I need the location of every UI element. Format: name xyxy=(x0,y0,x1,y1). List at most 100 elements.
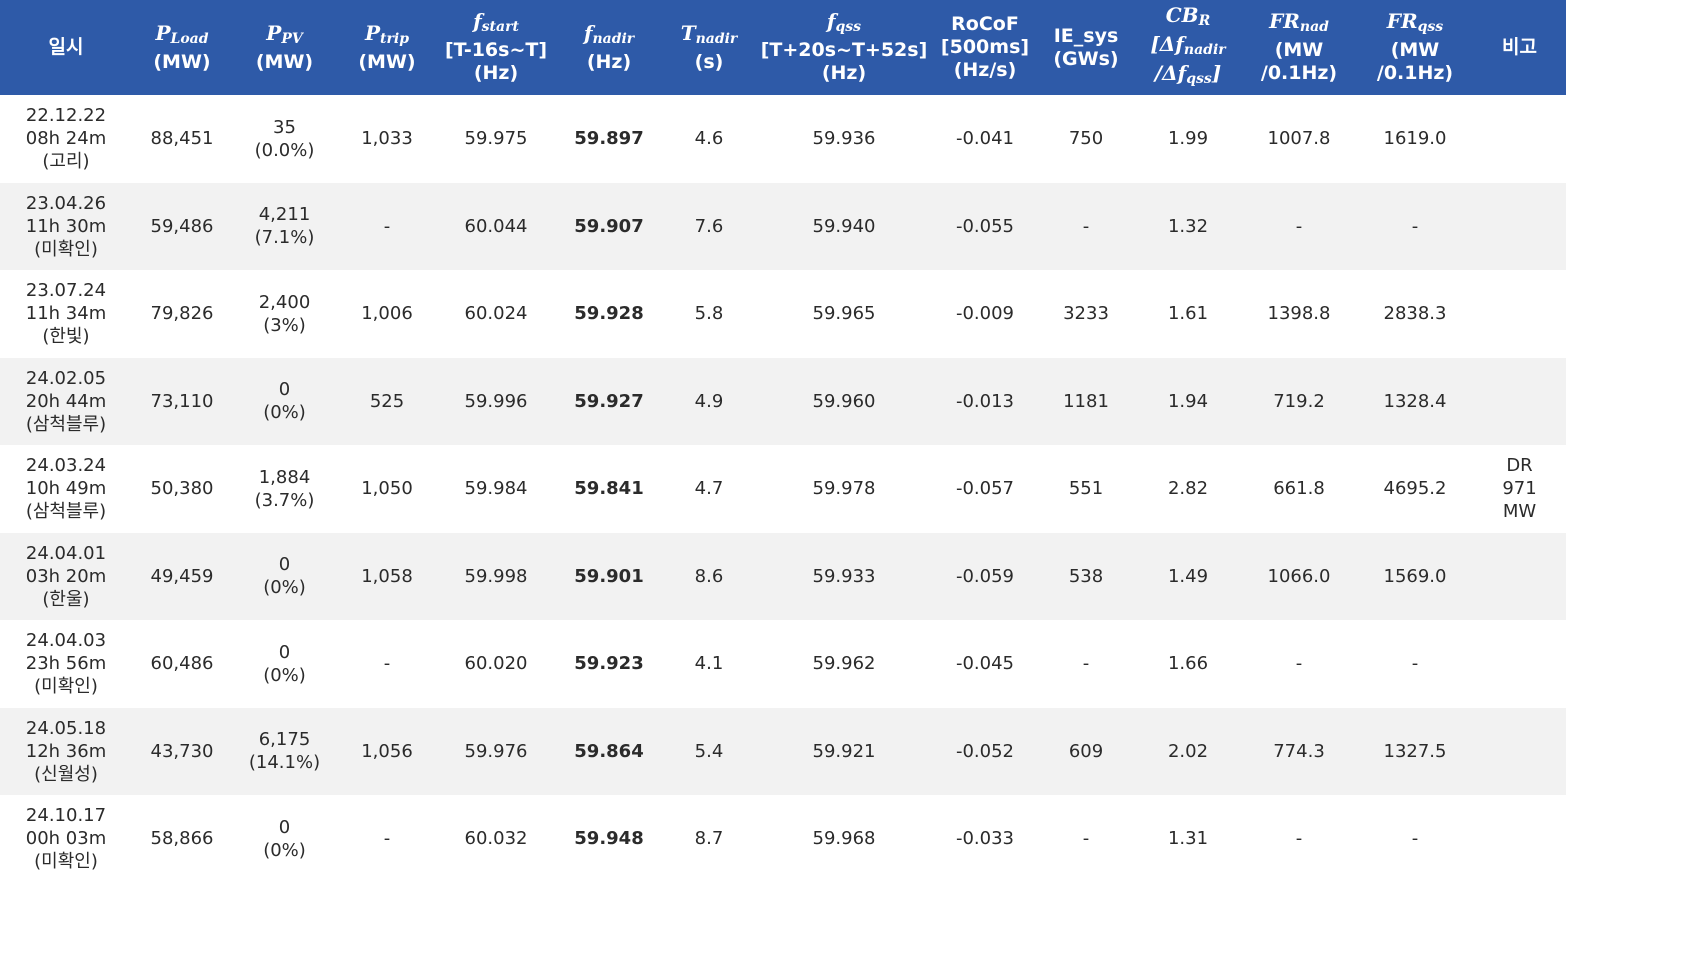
header-fstart: fstart [T-16s~T] (Hz) xyxy=(437,0,555,95)
cell-fstart: 60.044 xyxy=(437,182,555,270)
cell-pload: 73,110 xyxy=(132,357,232,445)
cell-frnad: - xyxy=(1241,795,1357,883)
cell-fstart: 60.024 xyxy=(437,270,555,358)
cell-cb: 1.31 xyxy=(1135,795,1241,883)
cell-ppv: 0 (0%) xyxy=(232,532,337,620)
cell-ptrip: 1,058 xyxy=(337,532,437,620)
header-rocof: RoCoF [500ms] (Hz/s) xyxy=(933,0,1037,95)
cell-date: 22.12.22 08h 24m (고리) xyxy=(0,95,132,183)
cell-ppv: 1,884 (3.7%) xyxy=(232,445,337,533)
cell-fqss: 59.940 xyxy=(755,182,933,270)
table-row: 24.04.01 03h 20m (한울) 49,459 0 (0%) 1,058 5… xyxy=(0,532,1566,620)
cell-frqss: 1327.5 xyxy=(1357,707,1473,795)
cell-ie: - xyxy=(1037,182,1135,270)
header-date: 일시 xyxy=(0,0,132,95)
header-ptrip: Ptrip (MW) xyxy=(337,0,437,95)
cell-ptrip: - xyxy=(337,795,437,883)
cell-ie: 609 xyxy=(1037,707,1135,795)
table-row: 23.04.26 11h 30m (미확인) 59,486 4,211 (7.1%) … xyxy=(0,182,1566,270)
cell-fqss: 59.965 xyxy=(755,270,933,358)
cell-fstart: 59.975 xyxy=(437,95,555,183)
cell-ie: 3233 xyxy=(1037,270,1135,358)
cell-rocof: -0.009 xyxy=(933,270,1037,358)
cell-rocof: -0.052 xyxy=(933,707,1037,795)
cell-rocof: -0.045 xyxy=(933,620,1037,708)
cell-ptrip: 1,033 xyxy=(337,95,437,183)
cell-pload: 58,866 xyxy=(132,795,232,883)
cell-fqss: 59.962 xyxy=(755,620,933,708)
cell-ptrip: - xyxy=(337,182,437,270)
cell-ppv: 35 (0.0%) xyxy=(232,95,337,183)
cell-date: 24.02.05 20h 44m (삼척블루) xyxy=(0,357,132,445)
header-frnad: FRnad (MW /0.1Hz) xyxy=(1241,0,1357,95)
cell-tnadir: 4.6 xyxy=(663,95,755,183)
cell-fqss: 59.960 xyxy=(755,357,933,445)
cell-rocof: -0.055 xyxy=(933,182,1037,270)
cell-tnadir: 8.7 xyxy=(663,795,755,883)
header-note: 비고 xyxy=(1473,0,1566,95)
cell-fqss: 59.978 xyxy=(755,445,933,533)
cell-cb: 1.49 xyxy=(1135,532,1241,620)
cell-frnad: - xyxy=(1241,620,1357,708)
cell-frqss: - xyxy=(1357,620,1473,708)
cell-ie: 750 xyxy=(1037,95,1135,183)
cell-pload: 79,826 xyxy=(132,270,232,358)
cell-pload: 60,486 xyxy=(132,620,232,708)
cell-frnad: 719.2 xyxy=(1241,357,1357,445)
cell-ptrip: 1,050 xyxy=(337,445,437,533)
cell-cb: 2.02 xyxy=(1135,707,1241,795)
cell-cb: 2.82 xyxy=(1135,445,1241,533)
cell-cb: 1.99 xyxy=(1135,95,1241,183)
cell-frqss: 1569.0 xyxy=(1357,532,1473,620)
cell-date: 23.07.24 11h 34m (한빛) xyxy=(0,270,132,358)
cell-date: 24.10.17 00h 03m (미확인) xyxy=(0,795,132,883)
cell-fqss: 59.921 xyxy=(755,707,933,795)
cell-tnadir: 8.6 xyxy=(663,532,755,620)
cell-note xyxy=(1473,95,1566,183)
cell-ie: 551 xyxy=(1037,445,1135,533)
cell-ppv: 4,211 (7.1%) xyxy=(232,182,337,270)
cell-fqss: 59.933 xyxy=(755,532,933,620)
cell-ptrip: 1,006 xyxy=(337,270,437,358)
cell-frqss: 1619.0 xyxy=(1357,95,1473,183)
table-row: 23.07.24 11h 34m (한빛) 79,826 2,400 (3%) 1,0… xyxy=(0,270,1566,358)
cell-tnadir: 4.1 xyxy=(663,620,755,708)
cell-ppv: 0 (0%) xyxy=(232,620,337,708)
cell-date: 24.04.01 03h 20m (한울) xyxy=(0,532,132,620)
cell-frnad: 1398.8 xyxy=(1241,270,1357,358)
cell-note xyxy=(1473,182,1566,270)
cell-frnad: 661.8 xyxy=(1241,445,1357,533)
cell-cb: 1.66 xyxy=(1135,620,1241,708)
cell-pload: 59,486 xyxy=(132,182,232,270)
table-header: 일시 PLoad (MW) PPV (MW) Ptrip (MW) fstart… xyxy=(0,0,1566,95)
cell-fqss: 59.968 xyxy=(755,795,933,883)
table-row: 24.05.18 12h 36m (신월성) 43,730 6,175 (14.1%)… xyxy=(0,707,1566,795)
cell-fnadir: 59.864 xyxy=(555,707,663,795)
cell-date: 24.04.03 23h 56m (미확인) xyxy=(0,620,132,708)
cell-tnadir: 4.9 xyxy=(663,357,755,445)
cell-fnadir: 59.841 xyxy=(555,445,663,533)
cell-frqss: 4695.2 xyxy=(1357,445,1473,533)
cell-rocof: -0.041 xyxy=(933,95,1037,183)
cell-rocof: -0.059 xyxy=(933,532,1037,620)
table-row: 22.12.22 08h 24m (고리) 88,451 35 (0.0%) 1,03… xyxy=(0,95,1566,183)
cell-tnadir: 5.8 xyxy=(663,270,755,358)
cell-note xyxy=(1473,270,1566,358)
cell-ie: - xyxy=(1037,795,1135,883)
cell-note: DR 971 MW xyxy=(1473,445,1566,533)
cell-fnadir: 59.948 xyxy=(555,795,663,883)
cell-fnadir: 59.897 xyxy=(555,95,663,183)
cell-note xyxy=(1473,532,1566,620)
cell-rocof: -0.013 xyxy=(933,357,1037,445)
cell-fstart: 59.998 xyxy=(437,532,555,620)
cell-frnad: - xyxy=(1241,182,1357,270)
table-row: 24.10.17 00h 03m (미확인) 58,866 0 (0%) - 60.0… xyxy=(0,795,1566,883)
cell-tnadir: 5.4 xyxy=(663,707,755,795)
cell-date: 23.04.26 11h 30m (미확인) xyxy=(0,182,132,270)
header-fqss: fqss [T+20s~T+52s] (Hz) xyxy=(755,0,933,95)
cell-cb: 1.61 xyxy=(1135,270,1241,358)
cell-ie: 1181 xyxy=(1037,357,1135,445)
header-pload: PLoad (MW) xyxy=(132,0,232,95)
cell-note xyxy=(1473,795,1566,883)
